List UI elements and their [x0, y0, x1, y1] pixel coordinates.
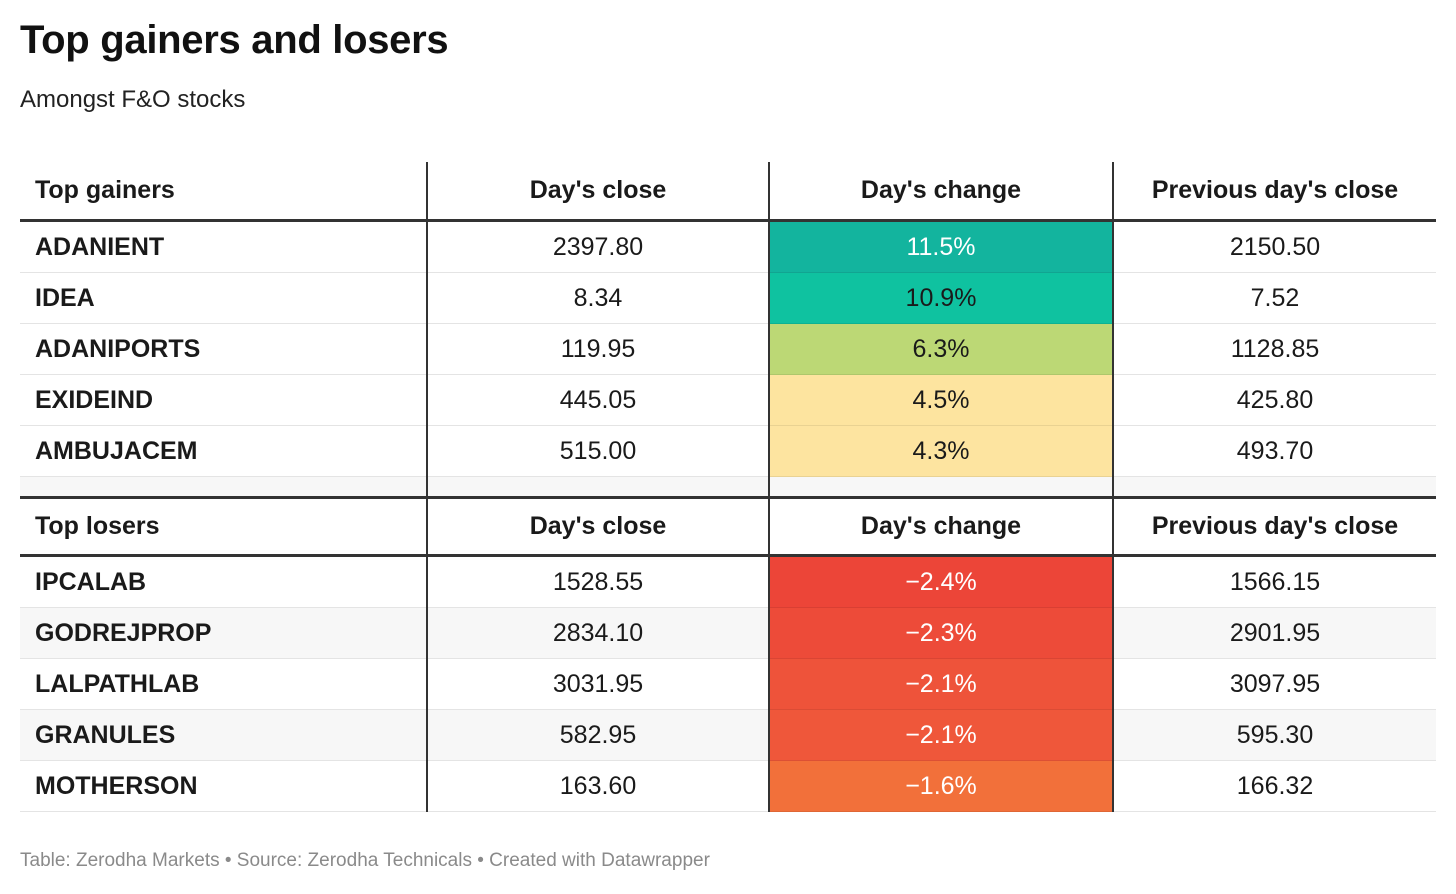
gainers-header-prev-close: Previous day's close — [1113, 162, 1436, 222]
gainers-cell-days-change: 4.3% — [769, 425, 1114, 477]
losers-row: LALPATHLAB 3031.95 −2.1% 3097.95 — [20, 658, 1436, 710]
spacer-cell — [20, 476, 428, 498]
gainers-row: EXIDEIND 445.05 4.5% 425.80 — [20, 374, 1436, 426]
gainers-cell-days-close: 119.95 — [427, 323, 770, 375]
gainers-header-stock-name: Top gainers — [20, 162, 428, 222]
losers-cell-stock-name: IPCALAB — [20, 555, 428, 608]
losers-row: GRANULES 582.95 −2.1% 595.30 — [20, 709, 1436, 761]
losers-row: MOTHERSON 163.60 −1.6% 166.32 — [20, 760, 1436, 812]
losers-cell-stock-name: GODREJPROP — [20, 607, 428, 659]
gainers-cell-days-change: 4.5% — [769, 374, 1114, 426]
losers-cell-days-close: 163.60 — [427, 760, 770, 812]
gainers-row: IDEA 8.34 10.9% 7.52 — [20, 272, 1436, 324]
losers-cell-prev-close: 166.32 — [1113, 760, 1436, 812]
gainers-row: AMBUJACEM 515.00 4.3% 493.70 — [20, 425, 1436, 477]
gainers-header-days-close: Day's close — [427, 162, 770, 222]
losers-cell-stock-name: LALPATHLAB — [20, 658, 428, 710]
spacer-cell — [769, 476, 1114, 498]
losers-cell-days-change: −2.3% — [769, 607, 1114, 659]
gainers-losers-table: Top gainers Day's close Day's change Previo… — [20, 162, 1436, 812]
gainers-cell-days-change: 11.5% — [769, 220, 1114, 273]
spacer-cell — [1113, 476, 1436, 498]
losers-cell-days-close: 3031.95 — [427, 658, 770, 710]
losers-header-stock-name: Top losers — [20, 496, 428, 557]
losers-cell-days-change: −2.1% — [769, 709, 1114, 761]
losers-header-days-close: Day's close — [427, 496, 770, 557]
losers-cell-prev-close: 3097.95 — [1113, 658, 1436, 710]
gainers-cell-days-close: 515.00 — [427, 425, 770, 477]
losers-cell-days-close: 582.95 — [427, 709, 770, 761]
gainers-cell-stock-name: AMBUJACEM — [20, 425, 428, 477]
gainers-cell-days-close: 445.05 — [427, 374, 770, 426]
gainers-cell-prev-close: 425.80 — [1113, 374, 1436, 426]
spacer-cell — [427, 476, 770, 498]
gainers-cell-prev-close: 7.52 — [1113, 272, 1436, 324]
gainers-cell-stock-name: EXIDEIND — [20, 374, 428, 426]
losers-row: IPCALAB 1528.55 −2.4% 1566.15 — [20, 555, 1436, 608]
page-subtitle: Amongst F&O stocks — [20, 86, 246, 113]
gainers-cell-days-change: 10.9% — [769, 272, 1114, 324]
losers-cell-days-close: 2834.10 — [427, 607, 770, 659]
losers-cell-days-change: −1.6% — [769, 760, 1114, 812]
losers-header-prev-close: Previous day's close — [1113, 496, 1436, 557]
page-title: Top gainers and losers — [20, 18, 449, 62]
losers-cell-days-change: −2.4% — [769, 555, 1114, 608]
gainers-row: ADANIPORTS 119.95 6.3% 1128.85 — [20, 323, 1436, 375]
losers-header-row: Top losers Day's close Day's change Previou… — [20, 496, 1436, 557]
losers-cell-prev-close: 2901.95 — [1113, 607, 1436, 659]
gainers-cell-prev-close: 2150.50 — [1113, 220, 1436, 273]
gainers-cell-prev-close: 1128.85 — [1113, 323, 1436, 375]
gainers-cell-stock-name: ADANIENT — [20, 220, 428, 273]
losers-cell-prev-close: 1566.15 — [1113, 555, 1436, 608]
losers-row: GODREJPROP 2834.10 −2.3% 2901.95 — [20, 607, 1436, 659]
gainers-row: ADANIENT 2397.80 11.5% 2150.50 — [20, 220, 1436, 273]
losers-cell-days-change: −2.1% — [769, 658, 1114, 710]
gainers-cell-stock-name: ADANIPORTS — [20, 323, 428, 375]
gainers-cell-days-close: 2397.80 — [427, 220, 770, 273]
gainers-cell-prev-close: 493.70 — [1113, 425, 1436, 477]
footer-credits: Table: Zerodha Markets • Source: Zerodha… — [20, 850, 710, 871]
losers-cell-stock-name: GRANULES — [20, 709, 428, 761]
section-spacer-row — [20, 476, 1436, 498]
gainers-cell-days-change: 6.3% — [769, 323, 1114, 375]
gainers-cell-days-close: 8.34 — [427, 272, 770, 324]
losers-cell-stock-name: MOTHERSON — [20, 760, 428, 812]
gainers-header-days-change: Day's change — [769, 162, 1114, 222]
losers-cell-prev-close: 595.30 — [1113, 709, 1436, 761]
gainers-header-row: Top gainers Day's close Day's change Previo… — [20, 162, 1436, 222]
losers-header-days-change: Day's change — [769, 496, 1114, 557]
gainers-cell-stock-name: IDEA — [20, 272, 428, 324]
losers-cell-days-close: 1528.55 — [427, 555, 770, 608]
